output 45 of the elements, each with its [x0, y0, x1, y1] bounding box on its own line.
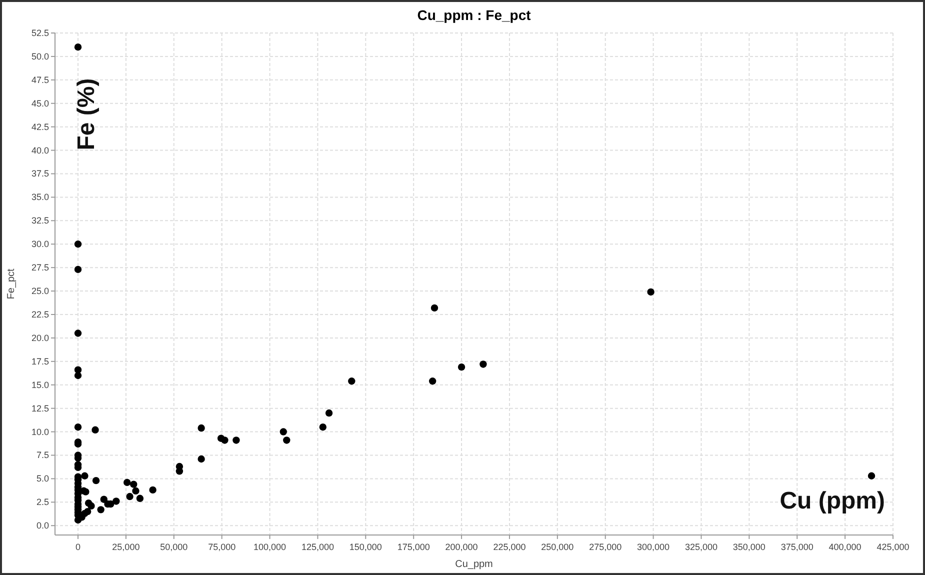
x-tick-label: 275,000 — [589, 542, 622, 552]
y-tick-label: 37.5 — [31, 168, 49, 179]
x-tick-label: 425,000 — [876, 542, 910, 552]
y-tick-label: 30.0 — [31, 239, 49, 250]
annotation: Fe (%) — [73, 78, 100, 150]
x-tick-label: 300,000 — [637, 542, 670, 552]
y-tick-label: 10.0 — [31, 426, 49, 437]
y-tick-label: 42.5 — [31, 122, 49, 132]
y-tick-label: 35.0 — [31, 192, 49, 202]
x-tick-label: 250,000 — [541, 542, 574, 552]
x-tick-label: 125,000 — [301, 542, 334, 552]
y-tick-label: 25.0 — [31, 286, 49, 296]
x-tick-label: 225,000 — [493, 542, 526, 552]
x-tick-label: 75,000 — [208, 542, 236, 552]
y-tick-label: 20.0 — [31, 332, 49, 343]
annotation: Cu (ppm) — [780, 488, 885, 515]
x-tick-label: 350,000 — [732, 542, 766, 552]
y-tick-label: 47.5 — [31, 74, 49, 85]
x-tick-label: 150,000 — [349, 542, 382, 552]
y-tick-label: 2.5 — [36, 497, 49, 508]
x-tick-label: 175,000 — [397, 542, 430, 552]
x-tick-label: 25,000 — [112, 542, 140, 552]
y-tick-label: 40.0 — [31, 145, 49, 156]
x-tick-label: 400,000 — [828, 542, 862, 552]
y-tick-label: 52.5 — [31, 28, 49, 38]
y-tick-label: 27.5 — [31, 262, 49, 273]
x-tick-label: 375,000 — [780, 542, 814, 552]
y-tick-label: 50.0 — [31, 51, 49, 62]
x-tick-label: 0 — [76, 542, 81, 552]
y-tick-label: 45.0 — [31, 98, 49, 108]
y-tick-label: 5.0 — [36, 474, 49, 484]
x-tick-label: 200,000 — [445, 542, 478, 552]
x-axis-title: Cu_ppm — [455, 559, 493, 570]
y-tick-label: 0.0 — [36, 520, 49, 531]
y-tick-label: 12.5 — [31, 403, 49, 414]
y-axis-title: Fe_pct — [6, 268, 17, 300]
y-tick-label: 17.5 — [31, 356, 49, 366]
x-tick-label: 100,000 — [254, 542, 286, 552]
y-tick-label: 22.5 — [31, 309, 49, 320]
x-tick-label: 325,000 — [684, 542, 718, 552]
y-tick-label: 15.0 — [31, 380, 49, 390]
x-tick-label: 50,000 — [160, 542, 188, 552]
y-tick-label: 7.5 — [36, 450, 49, 460]
y-tick-label: 32.5 — [31, 216, 49, 226]
chart-title: Cu_ppm : Fe_pct — [417, 7, 532, 23]
